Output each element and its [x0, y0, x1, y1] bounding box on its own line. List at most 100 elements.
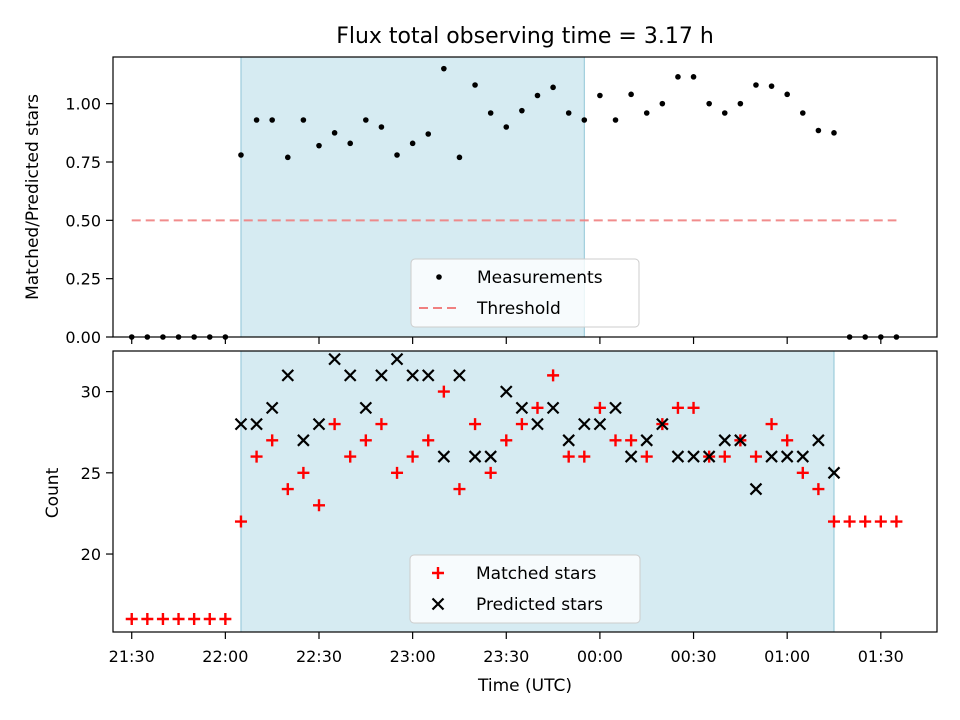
- predicted-star-point: [796, 450, 810, 463]
- measurement-point: [659, 100, 666, 107]
- matched-star-point: [391, 466, 404, 479]
- x-axis-label: Time (UTC): [477, 676, 572, 696]
- measurement-point: [784, 91, 790, 98]
- predicted-star-point: [328, 352, 341, 366]
- measurement-point: [768, 83, 775, 89]
- matched-star-point: [671, 401, 684, 414]
- matched-star-point: [578, 450, 591, 463]
- x-tick-label: 21:30: [109, 647, 155, 666]
- y-tick-label: 0.25: [65, 270, 101, 289]
- predicted-star-point: [343, 369, 357, 382]
- predicted-star-point: [265, 401, 279, 415]
- matched-star-point: [687, 401, 700, 414]
- predicted-star-point: [765, 450, 778, 463]
- predicted-star-point: [546, 401, 560, 415]
- predicted-star-point: [484, 450, 497, 463]
- legend-marker: [431, 597, 445, 611]
- matched-star-point: [531, 401, 544, 414]
- matched-star-point: [422, 434, 435, 447]
- predicted-star-point: [827, 466, 841, 480]
- matched-star-point: [484, 466, 497, 479]
- matched-star-point: [562, 450, 575, 463]
- measurement-point: [519, 107, 525, 114]
- matched-star-point: [328, 418, 341, 431]
- legend: Measurements Threshold: [410, 258, 640, 328]
- matched-star-point: [640, 450, 653, 463]
- predicted-star-point: [515, 401, 529, 415]
- matched-star-point: [469, 418, 482, 431]
- measurement-point: [581, 117, 588, 123]
- measurement-point: [565, 110, 572, 116]
- legend-label: Matched stars: [476, 564, 596, 584]
- measurement-point: [347, 140, 354, 147]
- measurement-point: [503, 124, 510, 130]
- matched-star-point: [297, 466, 310, 479]
- legend-marker: [432, 567, 444, 579]
- predicted-star-point: [531, 417, 544, 431]
- measurement-point: [487, 110, 494, 116]
- y-tick-label: 30: [81, 383, 101, 402]
- measurement-point: [253, 117, 260, 123]
- x-tick-label: 22:00: [202, 647, 248, 666]
- matched-star-point: [437, 385, 450, 398]
- legend-label: Predicted stars: [476, 595, 603, 615]
- measurement-point: [815, 127, 822, 134]
- x-tick-label: 00:30: [670, 647, 716, 666]
- predicted-star-point: [234, 417, 248, 431]
- matched-star-point: [266, 434, 279, 447]
- matched-star-point: [500, 434, 513, 447]
- predicted-star-point: [734, 434, 747, 447]
- measurement-point: [378, 124, 385, 130]
- x-tick-label: 22:30: [296, 647, 342, 666]
- predicted-star-point: [375, 369, 388, 382]
- measurement-point: [831, 130, 837, 136]
- axes-frame: [112, 350, 938, 633]
- predicted-star-point: [780, 450, 794, 463]
- matched-star-point: [313, 499, 325, 512]
- matched-star-point: [172, 613, 185, 626]
- x-tick-label: 01:30: [858, 647, 904, 666]
- predicted-star-point: [687, 450, 700, 463]
- x-tick-label: 23:30: [483, 647, 529, 666]
- predicted-star-point: [297, 434, 310, 447]
- matched-star-point: [593, 401, 606, 414]
- measurement-point: [409, 140, 416, 147]
- y-tick-label: 0.00: [65, 328, 101, 347]
- y-tick-label: 0.75: [65, 153, 101, 172]
- matched-star-point: [796, 466, 809, 479]
- matched-star-point: [718, 450, 731, 463]
- matched-star-point: [843, 515, 856, 528]
- predicted-star-point: [453, 369, 466, 382]
- predicted-star-point: [624, 450, 638, 463]
- predicted-star-point: [578, 417, 591, 431]
- predicted-star-point: [281, 369, 295, 382]
- matched-star-point: [359, 434, 372, 447]
- x-tick-label: 00:00: [577, 647, 623, 666]
- measurement-point: [643, 110, 650, 116]
- matched-star-point: [890, 515, 903, 528]
- matched-star-point: [156, 613, 169, 626]
- top-y-axis-label: Matched/Predicted stars: [23, 94, 43, 300]
- measurement-point: [675, 74, 681, 80]
- matched-star-point: [765, 418, 778, 431]
- predicted-star-point: [593, 417, 607, 431]
- predicted-star-point: [812, 434, 825, 447]
- matched-star-point: [344, 450, 357, 463]
- matched-star-point: [749, 450, 762, 463]
- measurement-point: [331, 130, 338, 136]
- measurement-point: [300, 117, 307, 123]
- measurement-point: [753, 82, 759, 88]
- measurement-point: [441, 65, 447, 72]
- measurement-point: [706, 100, 712, 107]
- matched-star-point: [406, 450, 419, 463]
- measurement-point: [394, 152, 400, 158]
- y-tick-label: 25: [81, 464, 101, 483]
- matched-star-point: [250, 450, 263, 463]
- matched-star-point: [188, 613, 201, 626]
- predicted-star-point: [640, 434, 654, 447]
- predicted-star-point: [406, 369, 419, 382]
- measurement-point: [534, 92, 541, 99]
- predicted-star-point: [421, 369, 435, 382]
- measurement-point: [612, 117, 619, 123]
